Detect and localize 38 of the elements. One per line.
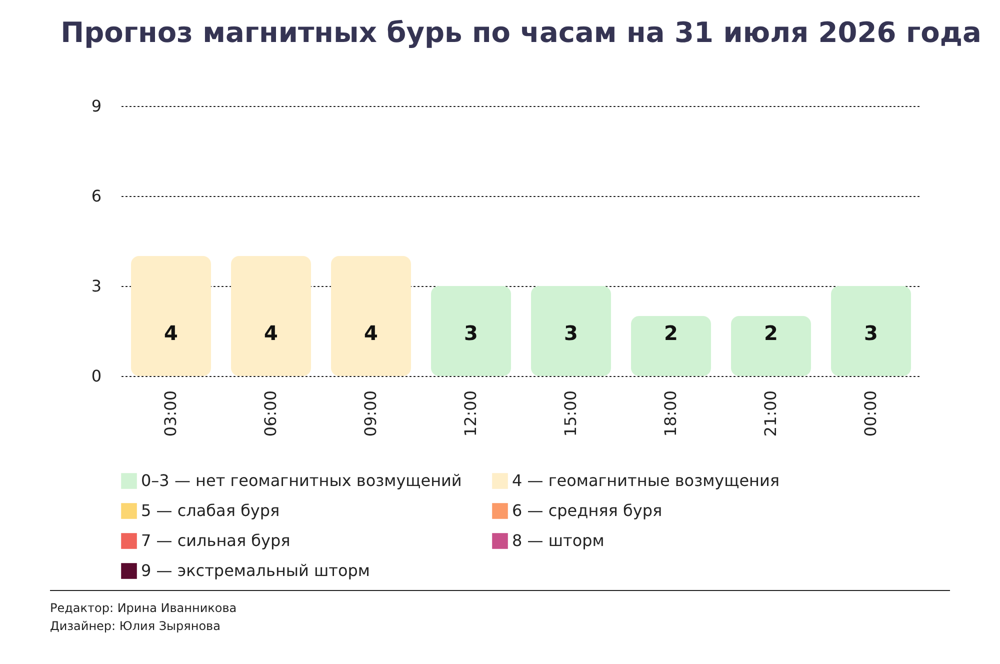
- x-tick-label: 06:00: [261, 390, 280, 437]
- bar: [131, 256, 211, 376]
- legend-label: 4 — геомагнитные возмущения: [512, 471, 780, 490]
- y-tick-label: 3: [91, 276, 102, 296]
- data-label: 3: [864, 321, 878, 345]
- data-label: 3: [564, 321, 578, 345]
- data-label: 4: [164, 321, 178, 345]
- legend-label: 7 — сильная буря: [141, 531, 290, 550]
- x-tick-label: 00:00: [861, 390, 880, 437]
- y-tick-label: 9: [91, 96, 102, 116]
- bar: [531, 286, 611, 376]
- x-tick-label: 09:00: [361, 390, 380, 437]
- text: Дизайнер: Юлия Зырянова: [50, 618, 222, 635]
- legend-label: 0–3 — нет геомагнитных возмущений: [141, 471, 462, 490]
- bar: [331, 256, 411, 376]
- text: Редактор: Ирина Иванникова: [50, 600, 238, 617]
- x-tick-label: 12:00: [461, 390, 480, 437]
- legend-label: 5 — слабая буря: [141, 501, 280, 520]
- bar: [631, 316, 711, 376]
- bar: [431, 286, 511, 376]
- x-tick-label: 03:00: [161, 390, 180, 437]
- x-tick-label: 18:00: [661, 390, 680, 437]
- bar: [831, 286, 911, 376]
- legend-label: 6 — средняя буря: [512, 501, 662, 520]
- chart-title: Прогноз магнитных бурь по часам на 31 июля 2026 года: [60, 16, 982, 49]
- data-label: 4: [264, 321, 278, 345]
- y-tick-label: 0: [91, 366, 102, 386]
- x-tick-label: 15:00: [561, 390, 580, 437]
- legend-label: 8 — шторм: [512, 531, 604, 550]
- bar: [231, 256, 311, 376]
- legend-label: 9 — экстремальный шторм: [141, 561, 370, 580]
- data-label: 3: [464, 321, 478, 345]
- data-label: 2: [664, 321, 678, 345]
- bar: [731, 316, 811, 376]
- data-label: 4: [364, 321, 378, 345]
- x-tick-label: 21:00: [761, 390, 780, 437]
- data-label: 2: [764, 321, 778, 345]
- y-tick-label: 6: [91, 186, 102, 206]
